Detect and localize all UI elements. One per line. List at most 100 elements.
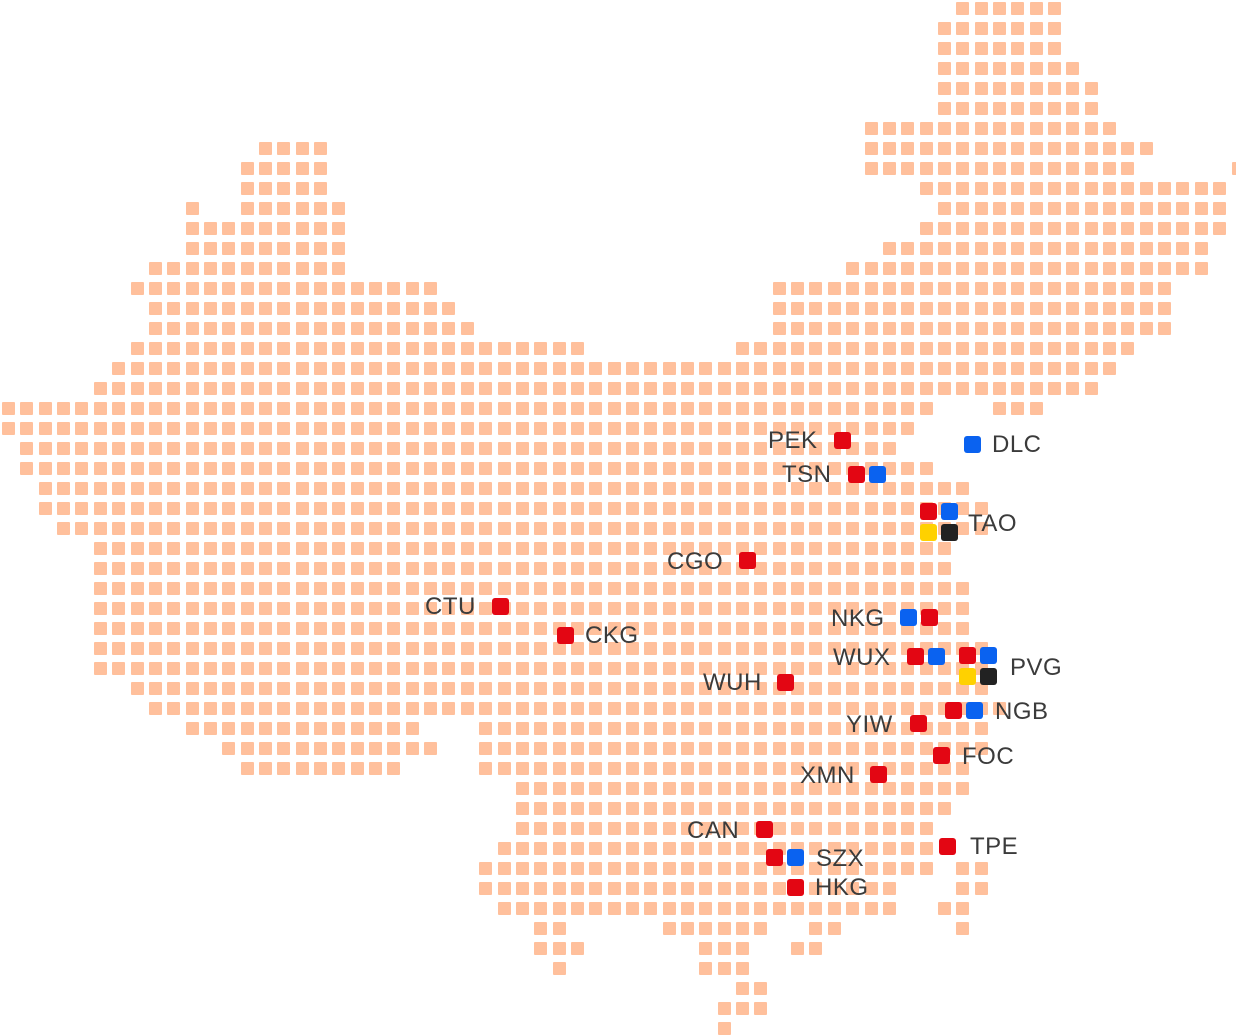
map-tile [589, 782, 602, 795]
map-tile [1176, 262, 1189, 275]
map-tile [956, 2, 969, 15]
map-tile [442, 422, 455, 435]
map-tile [846, 282, 859, 295]
map-tile [94, 542, 107, 555]
map-tile [259, 602, 272, 615]
map-tile [241, 402, 254, 415]
map-tile [1011, 322, 1024, 335]
map-tile [516, 602, 529, 615]
map-tile [112, 642, 125, 655]
map-tile [809, 722, 822, 735]
map-tile [204, 322, 217, 335]
city-label: NKG [831, 607, 885, 631]
map-tile [222, 622, 235, 635]
map-tile [1140, 262, 1153, 275]
map-tile [699, 642, 712, 655]
map-tile [608, 742, 621, 755]
map-tile [626, 382, 639, 395]
map-tile [553, 502, 566, 515]
map-tile [534, 762, 547, 775]
map-tile [828, 522, 841, 535]
map-tile [442, 542, 455, 555]
map-tile [865, 342, 878, 355]
map-tile [94, 582, 107, 595]
map-tile [20, 462, 33, 475]
map-tile [75, 482, 88, 495]
map-tile [718, 1022, 731, 1035]
map-tile [644, 882, 657, 895]
map-tile [131, 502, 144, 515]
map-tile [277, 462, 290, 475]
map-tile [589, 402, 602, 415]
map-tile [1085, 262, 1098, 275]
map-tile [920, 362, 933, 375]
map-tile [681, 762, 694, 775]
map-tile [883, 842, 896, 855]
city-label: CTU [425, 595, 476, 619]
map-tile [314, 402, 327, 415]
map-tile [553, 722, 566, 735]
map-tile [1048, 62, 1061, 75]
map-tile [828, 362, 841, 375]
map-tile [644, 622, 657, 635]
map-tile [681, 482, 694, 495]
map-tile [699, 762, 712, 775]
map-tile [1048, 42, 1061, 55]
map-tile [1103, 142, 1116, 155]
map-tile [975, 722, 988, 735]
map-tile [736, 902, 749, 915]
map-tile [479, 522, 492, 535]
map-tile [865, 502, 878, 515]
map-tile [131, 662, 144, 675]
map-tile [571, 762, 584, 775]
map-tile [167, 282, 180, 295]
map-tile [791, 342, 804, 355]
map-tile [296, 762, 309, 775]
map-tile [901, 262, 914, 275]
map-tile [938, 302, 951, 315]
map-tile [387, 382, 400, 395]
map-tile [883, 862, 896, 875]
map-tile [920, 762, 933, 775]
map-tile [773, 782, 786, 795]
map-tile [754, 702, 767, 715]
map-tile [461, 702, 474, 715]
map-tile [149, 602, 162, 615]
map-tile [461, 422, 474, 435]
map-tile [1121, 342, 1134, 355]
map-tile [149, 382, 162, 395]
city-marker-blue [964, 436, 981, 453]
map-tile [222, 602, 235, 615]
map-tile [314, 702, 327, 715]
map-tile [131, 282, 144, 295]
map-tile [791, 502, 804, 515]
map-tile [754, 502, 767, 515]
map-tile [571, 822, 584, 835]
map-tile [149, 282, 162, 295]
map-tile [901, 362, 914, 375]
map-tile [718, 762, 731, 775]
city-marker-red [921, 609, 938, 626]
map-tile [553, 962, 566, 975]
map-tile [681, 362, 694, 375]
map-tile [553, 362, 566, 375]
map-tile [149, 422, 162, 435]
map-tile [644, 382, 657, 395]
map-tile [828, 342, 841, 355]
map-tile [296, 322, 309, 335]
map-tile [149, 622, 162, 635]
map-tile [1213, 222, 1226, 235]
map-tile [865, 382, 878, 395]
map-tile [773, 382, 786, 395]
map-tile [571, 342, 584, 355]
map-tile [754, 882, 767, 895]
map-tile [736, 742, 749, 755]
map-tile [479, 342, 492, 355]
map-tile [277, 602, 290, 615]
map-tile [351, 442, 364, 455]
map-tile [883, 142, 896, 155]
map-tile [883, 262, 896, 275]
map-tile [498, 522, 511, 535]
map-tile [938, 682, 951, 695]
map-tile [259, 162, 272, 175]
